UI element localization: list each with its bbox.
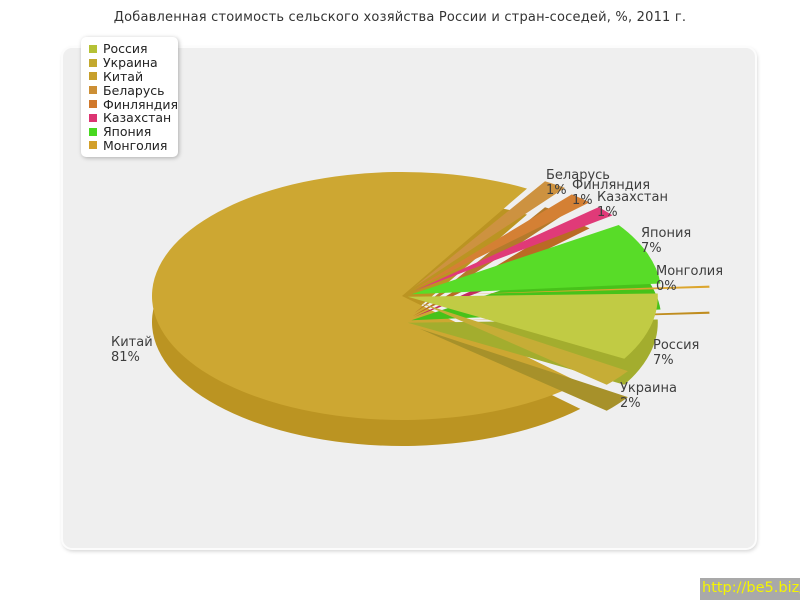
legend-item-mongolia[interactable]: Монголия [89, 137, 178, 153]
legend-label: Беларусь [103, 82, 165, 98]
legend-item-russia[interactable]: Россия [89, 41, 178, 57]
legend-item-kazakhstan[interactable]: Казахстан [89, 110, 178, 126]
legend-item-china[interactable]: Китай [89, 69, 178, 84]
legend-label: Украина [103, 55, 158, 71]
pie-slice-side-ukraine [419, 328, 628, 411]
legend-swatch-icon [89, 113, 97, 122]
legend-swatch-icon [89, 72, 97, 81]
legend-item-ukraine[interactable]: Украина [89, 55, 178, 71]
legend-label: Россия [103, 41, 148, 57]
pie-slice-japan[interactable] [411, 225, 661, 295]
legend: Россия Украина Китай Беларусь Финляндия Казах… [81, 37, 179, 158]
pie-slice-mongolia[interactable] [459, 285, 710, 295]
pie-slice-kazakhstan[interactable] [414, 207, 613, 291]
legend-swatch-icon [89, 141, 97, 150]
legend-label: Монголия [103, 137, 168, 153]
pie-slice-russia[interactable] [407, 293, 658, 359]
legend-item-japan[interactable]: Япония [89, 124, 178, 140]
watermark: http://be5.biz/ [700, 578, 800, 600]
watermark-link[interactable]: http://be5.biz/ [702, 580, 800, 596]
legend-label: Япония [103, 124, 152, 140]
legend-swatch-icon [89, 58, 97, 67]
chart-title: Добавленная стоимость сельского хозяйств… [113, 10, 687, 25]
legend-swatch-icon [89, 86, 97, 95]
legend-label: Финляндия [103, 96, 179, 112]
legend-item-finland[interactable]: Финляндия [89, 96, 179, 112]
pie-slice-ukraine[interactable] [419, 302, 628, 385]
legend-swatch-icon [89, 100, 97, 109]
legend-swatch-icon [89, 44, 97, 53]
legend-swatch-icon [89, 127, 97, 136]
legend-label: Казахстан [103, 110, 172, 126]
pie-slice-finland[interactable] [412, 194, 590, 291]
pie-slice-belarus[interactable] [414, 181, 565, 287]
pie-slice-china[interactable] [151, 171, 581, 420]
legend-item-belarus[interactable]: Беларусь [89, 82, 178, 98]
legend-label: Китай [103, 69, 144, 84]
